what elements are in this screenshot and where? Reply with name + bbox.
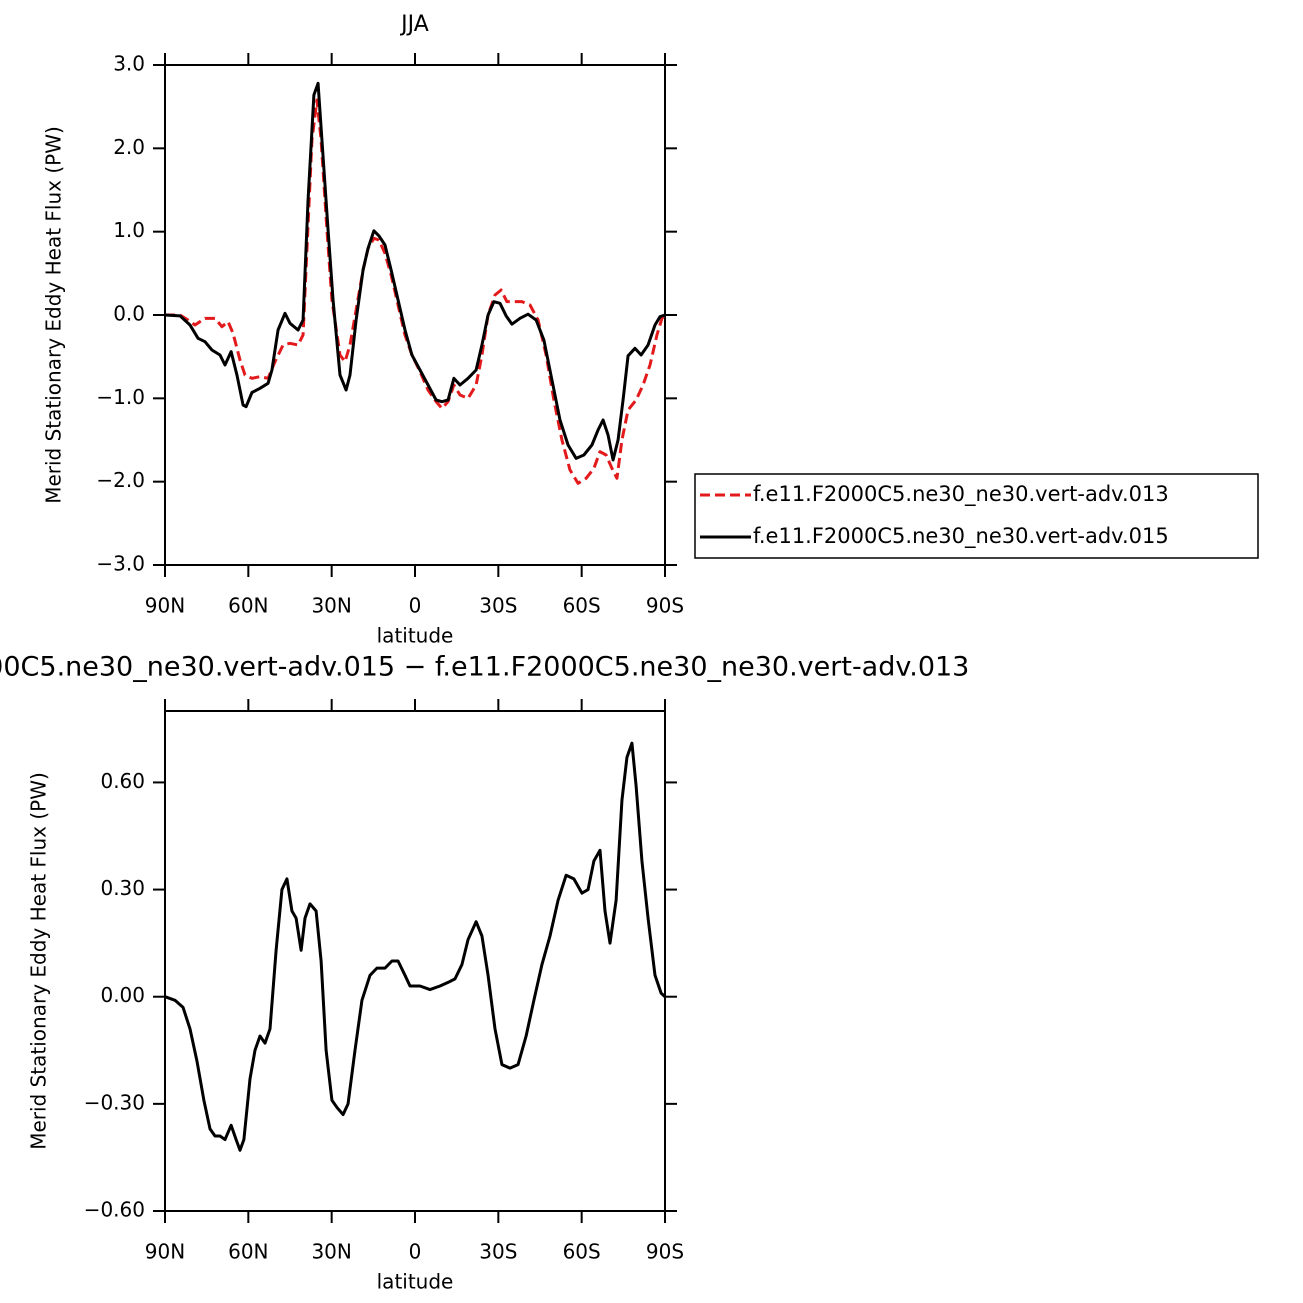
x-axis-label: latitude [377, 1270, 454, 1294]
legend-label: f.e11.F2000C5.ne30_ne30.vert-adv.015 [753, 524, 1169, 549]
x-tick-label: 60N [228, 1240, 268, 1264]
y-tick-label: −3.0 [96, 552, 145, 576]
x-tick-label: 0 [409, 594, 422, 618]
x-tick-label: 90S [646, 594, 684, 618]
y-tick-label: 0.30 [100, 876, 145, 900]
plot-frame [164, 710, 666, 1212]
y-tick-label: 1.0 [113, 218, 145, 242]
x-tick-label: 30N [311, 1240, 351, 1264]
plot-frame [164, 64, 666, 566]
x-tick-label: 30S [479, 1240, 517, 1264]
y-axis-label: Merid Stationary Eddy Heat Flux (PW) [42, 126, 66, 504]
x-axis-label: latitude [377, 624, 454, 648]
x-tick-label: 60N [228, 594, 268, 618]
y-axis-label: Merid Stationary Eddy Heat Flux (PW) [27, 772, 51, 1150]
y-tick-label: 2.0 [113, 135, 145, 159]
x-tick-label: 60S [563, 1240, 601, 1264]
x-tick-label: 90S [646, 1240, 684, 1264]
y-tick-label: 3.0 [113, 52, 145, 76]
legend-box [694, 473, 1259, 559]
series-line [164, 741, 667, 1152]
x-tick-label: 30S [479, 594, 517, 618]
x-tick-label: 0 [409, 1240, 422, 1264]
y-tick-label: −1.0 [96, 385, 145, 409]
y-tick-label: −0.30 [84, 1090, 145, 1114]
chart-title: JJA [399, 12, 429, 37]
series-line [164, 81, 666, 462]
y-tick-label: −2.0 [96, 468, 145, 492]
y-tick-label: −0.60 [84, 1198, 145, 1222]
y-tick-label: 0.60 [100, 769, 145, 793]
x-tick-label: 90N [145, 594, 185, 618]
x-tick-label: 60S [563, 594, 601, 618]
legend-label: f.e11.F2000C5.ne30_ne30.vert-adv.013 [753, 482, 1169, 507]
chart-title: f.e11.F2000C5.ne30_ne30.vert-adv.015 − f… [0, 652, 969, 683]
x-tick-label: 90N [145, 1240, 185, 1264]
y-tick-label: 0.00 [100, 983, 145, 1007]
x-tick-label: 30N [311, 594, 351, 618]
y-tick-label: 0.0 [113, 302, 145, 326]
series-line [165, 98, 667, 485]
